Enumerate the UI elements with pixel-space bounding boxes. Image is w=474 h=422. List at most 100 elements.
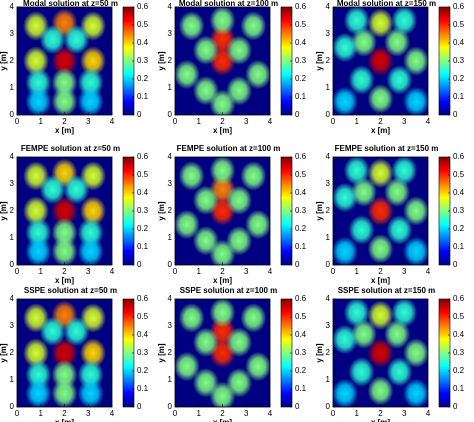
x-tick-label: 4 [268,267,273,276]
heat-spot [391,157,418,186]
x-tick-label: 0 [331,409,336,418]
y-tick-label: 1 [10,83,15,92]
colorbar-tick-label: 0.5 [137,312,149,321]
y-tick-label: 2 [168,56,173,65]
panel-title: Modal solution at z=50 m [23,0,118,8]
heat-spot [51,338,78,368]
heat-spot [226,35,253,66]
heat-spot [51,196,78,226]
colorbar-tick-label: 0.5 [295,170,307,179]
y-tick-label: 0 [168,402,173,411]
heat-spot [348,65,375,95]
y-tick-label: 3 [10,29,15,38]
heat-spot [367,158,394,189]
x-tick-label: 4 [426,117,431,126]
colorbar-tick-label: 0.5 [295,20,307,29]
x-tick-label: 3 [244,267,249,276]
colorbar-tick-label: 0.2 [295,224,307,233]
x-axis-label: x [m] [371,418,390,422]
heat-spot [333,182,358,213]
colorbar-tick-label: 0.5 [295,312,307,321]
y-tick-label: 4 [326,2,331,11]
heat-spot [192,185,219,216]
y-tick-label: 3 [326,29,331,38]
x-tick-label: 1 [197,409,202,418]
y-tick-label: 0 [326,260,331,269]
colorbar-tick-label: 0.1 [453,384,465,393]
colorbar-tick-label: 0.3 [453,56,465,65]
x-tick-label: 0 [15,117,20,126]
panel-title: FEMPE solution at z=150 m [335,144,439,153]
heat-field [333,299,428,407]
colorbar-tick-label: 0.2 [453,224,465,233]
heat-spot [391,299,418,328]
y-tick-label: 4 [168,2,173,11]
heat-spot [79,46,107,76]
colorbar-tick-label: 0.4 [453,38,465,47]
heat-spot [192,35,219,66]
colorbar-tick-label: 0.6 [453,294,465,303]
y-tick-label: 0 [326,110,331,119]
heat-spot [386,65,413,95]
colorbar-tick-label: 0 [295,402,300,411]
heat-spot [77,236,104,265]
y-axis-label: y [m] [315,201,324,220]
x-tick-label: 4 [268,117,273,126]
y-tick-label: 2 [326,206,331,215]
x-tick-label: 3 [244,409,249,418]
x-tick-label: 4 [110,267,115,276]
heat-spot [178,303,205,333]
colorbar-tick-label: 0.4 [295,188,307,197]
colorbar-tick-label: 0 [453,110,458,119]
heat-spot [367,8,394,39]
colorbar-tick-label: 0 [453,260,458,269]
colorbar-tick-label: 0.1 [137,92,149,101]
heat-spot [209,381,236,407]
y-tick-label: 3 [326,179,331,188]
y-axis-label: y [m] [315,51,324,70]
x-tick-label: 1 [39,117,44,126]
y-tick-label: 3 [10,321,15,330]
y-tick-label: 4 [10,152,15,161]
x-axis-label: x [m] [371,276,390,285]
y-tick-label: 2 [10,56,15,65]
x-tick-label: 2 [220,409,225,418]
y-tick-label: 1 [10,233,15,242]
colorbar-tick-label: 0.4 [137,330,149,339]
colorbar-tick-label: 0.1 [137,242,149,251]
y-tick-label: 3 [168,29,173,38]
x-axis-label: x [m] [213,276,232,285]
x-axis-label: x [m] [213,126,232,135]
y-tick-label: 2 [168,206,173,215]
x-tick-label: 2 [62,409,67,418]
y-axis-label: y [m] [0,51,8,70]
heat-spot [51,86,78,115]
x-tick-label: 0 [173,117,178,126]
heat-spot [348,215,375,245]
x-axis-label: x [m] [55,418,74,422]
heat-spot [367,375,394,406]
x-tick-label: 3 [402,409,407,418]
heat-spot [51,236,78,265]
heat-spot [333,236,358,265]
x-axis-label: x [m] [55,126,74,135]
y-axis-label: y [m] [157,51,166,70]
heat-spot [209,157,236,186]
colorbar-tick-label: 0 [137,402,142,411]
colorbar-tick-label: 0.6 [295,294,307,303]
colorbar-tick-label: 0.4 [453,330,465,339]
y-tick-label: 1 [168,83,173,92]
heat-field [175,299,270,407]
colorbar-tick-label: 0.6 [295,2,307,11]
heat-spot [22,196,50,226]
heat-field [175,157,270,265]
y-tick-label: 0 [326,402,331,411]
heat-spot [333,32,358,63]
x-tick-label: 2 [378,409,383,418]
panel-title: FEMPE solution at z=100 m [177,144,281,153]
y-tick-label: 4 [168,294,173,303]
panel-title: Modal solution at z=150 m [337,0,436,8]
colorbar-tick-label: 0.1 [137,384,149,393]
colorbar-tick-label: 0.3 [295,348,307,357]
x-tick-label: 3 [244,117,249,126]
